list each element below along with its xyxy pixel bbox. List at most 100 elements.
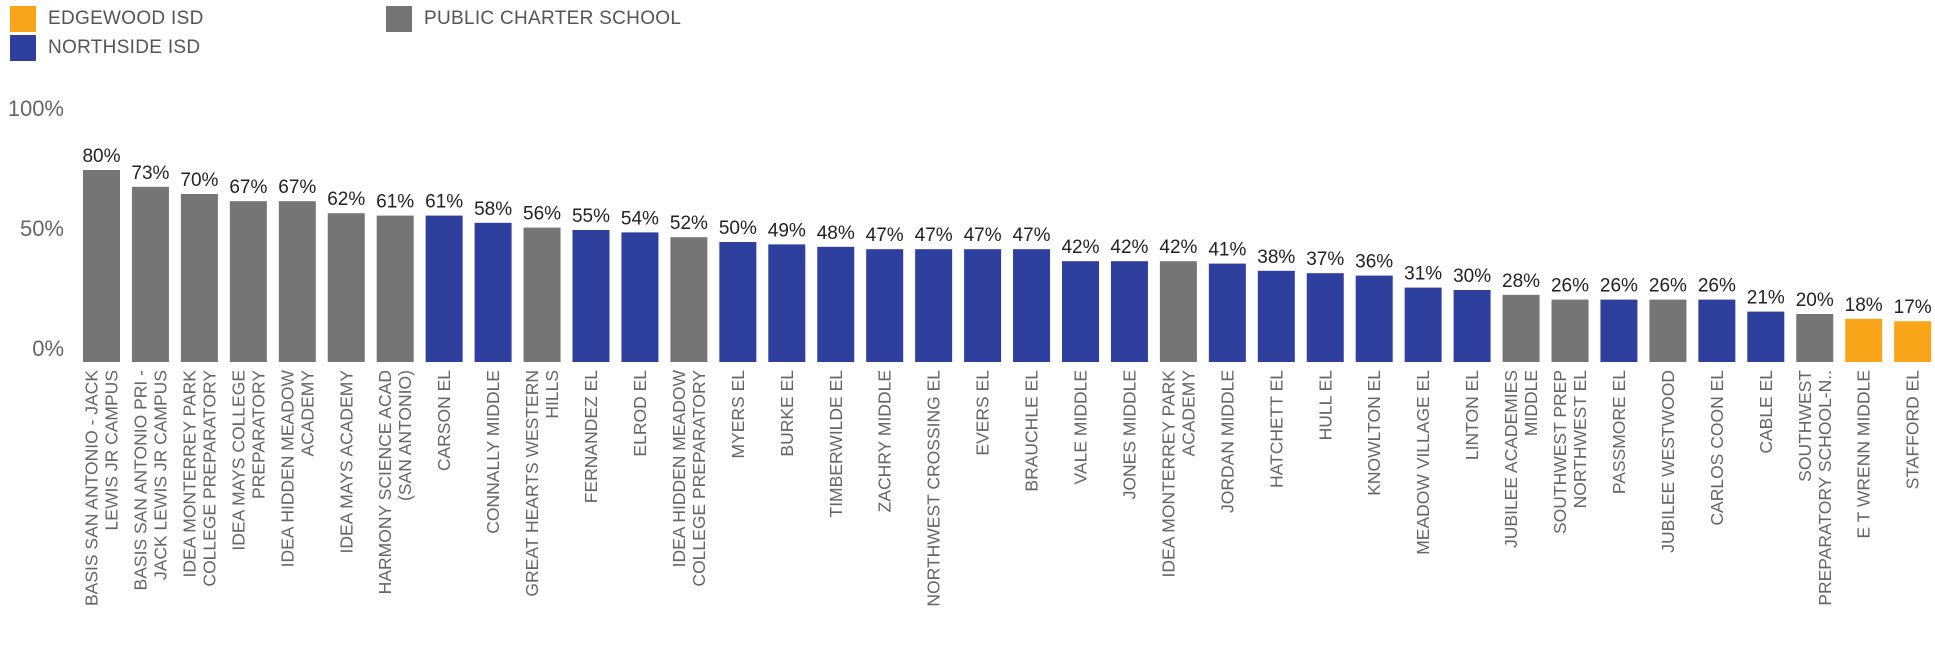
x-tick-label: JUBILEE WESTWOOD	[1658, 370, 1678, 553]
bar	[768, 244, 806, 362]
bar	[425, 215, 463, 362]
x-tick-label-line: CABLE EL	[1756, 370, 1776, 454]
x-tick-label-line: HARMONY SCIENCE ACAD	[375, 370, 395, 594]
value-label: 47%	[1013, 225, 1051, 246]
legend-item-charter: PUBLIC CHARTER SCHOOL	[386, 6, 681, 32]
bar	[1894, 321, 1932, 362]
x-tick-label-line: JUBILEE WESTWOOD	[1658, 370, 1678, 553]
x-tick-label-line: COLLEGE PREPARATORY	[199, 370, 219, 587]
x-tick-label: IDEA MONTERREY PARK ACADEMY	[1158, 370, 1198, 578]
bar	[278, 201, 316, 362]
x-tick-label-line: PREPARATORY	[248, 370, 268, 499]
x-tick-label: HATCHETT EL	[1266, 370, 1286, 488]
bar	[1208, 263, 1246, 362]
x-tick-label-line: MIDDLE	[1521, 370, 1541, 436]
x-tick-label-line: BASIS SAN ANTONIO - JACK	[82, 370, 102, 606]
x-tick-label-line: EVERS EL	[973, 370, 993, 456]
value-label: 42%	[1061, 237, 1099, 258]
value-label: 54%	[621, 208, 659, 229]
x-tick-label: ELROD EL	[630, 370, 650, 457]
x-tick-label: BASIS SAN ANTONIO - JACK LEWIS JR CAMPUS	[82, 370, 122, 606]
legend-item-edgewood: EDGEWOOD ISD	[10, 6, 204, 32]
x-tick-label-line: IDEA MAYS ACADEMY	[336, 370, 356, 554]
x-tick-label-line: ACADEMY	[1178, 370, 1198, 457]
bar	[1502, 294, 1540, 362]
y-tick-label: 100%	[8, 96, 64, 121]
legend-swatch-edgewood	[10, 6, 36, 32]
x-tick-label: HARMONY SCIENCE ACAD (SAN ANTONIO)	[375, 370, 415, 594]
x-tick-label-line: ACADEMY	[297, 370, 317, 457]
x-tick-label-line: FERNANDEZ EL	[581, 370, 601, 503]
bar	[523, 227, 561, 362]
bar	[1698, 299, 1736, 362]
value-label: 26%	[1649, 276, 1687, 297]
x-tick-label-line: BURKE EL	[777, 370, 797, 457]
legend-label-charter: PUBLIC CHARTER SCHOOL	[424, 8, 682, 29]
value-label: 47%	[964, 225, 1002, 246]
x-tick-label: MYERS EL	[728, 370, 748, 459]
legend-label-northside: NORTHSIDE ISD	[48, 37, 201, 58]
x-tick-label-line: LEWIS JR CAMPUS	[102, 370, 122, 530]
x-tick-label: PASSMORE EL	[1609, 370, 1629, 494]
bars	[83, 170, 1932, 362]
value-label: 61%	[376, 192, 414, 213]
x-tick-label-line: GREAT HEARTS WESTERN	[522, 370, 542, 597]
x-tick-label: HULL EL	[1315, 370, 1335, 441]
value-label: 52%	[670, 213, 708, 234]
value-label: 70%	[180, 170, 218, 191]
value-label: 58%	[474, 199, 512, 220]
x-axis-labels: BASIS SAN ANTONIO - JACK LEWIS JR CAMPUS B…	[82, 370, 1923, 607]
bar	[1551, 299, 1589, 362]
x-tick-label-line: PREPARATORY SCHOOL-N..	[1815, 370, 1835, 606]
x-tick-label-line: HULL EL	[1315, 370, 1335, 441]
value-label: 49%	[768, 220, 806, 241]
value-labels: 80% 73% 70% 67% 67% 62% 61% 61% 58% 56% 55% 54% 52% 5…	[82, 146, 1931, 318]
x-tick-label: JUBILEE ACADEMIES MIDDLE	[1501, 370, 1541, 548]
bar	[915, 249, 953, 362]
bar	[1110, 261, 1148, 362]
value-label: 47%	[915, 225, 953, 246]
bar	[719, 242, 757, 362]
bar	[1747, 311, 1785, 362]
x-tick-label-line: CARSON EL	[434, 370, 454, 471]
bar	[376, 215, 414, 362]
value-label: 61%	[425, 192, 463, 213]
value-label: 41%	[1208, 240, 1246, 261]
value-label: 47%	[866, 225, 904, 246]
x-tick-label: SOUTHWEST PREP NORTHWEST EL	[1550, 370, 1590, 534]
x-tick-label-line: SOUTHWEST	[1795, 370, 1815, 482]
x-tick-label-line: (SAN ANTONIO)	[395, 370, 415, 501]
value-label: 48%	[817, 223, 855, 244]
legend-label-edgewood: EDGEWOOD ISD	[48, 8, 204, 29]
value-label: 62%	[327, 189, 365, 210]
x-tick-label-line: IDEA MONTERREY PARK	[179, 370, 199, 578]
x-tick-label: ZACHRY MIDDLE	[875, 370, 895, 512]
x-tick-label-line: SOUTHWEST PREP	[1550, 370, 1570, 534]
y-tick-label: 0%	[32, 336, 64, 361]
value-label: 42%	[1110, 237, 1148, 258]
x-tick-label: TIMBERWILDE EL	[826, 370, 846, 518]
x-tick-label-line: TIMBERWILDE EL	[826, 370, 846, 518]
x-tick-label-line: NORTHWEST EL	[1570, 370, 1590, 509]
bar	[327, 213, 365, 362]
x-tick-label: IDEA MAYS ACADEMY	[336, 370, 356, 554]
value-label: 67%	[229, 177, 267, 198]
x-tick-label: LINTON EL	[1462, 370, 1482, 460]
x-tick-label: KNOWLTON EL	[1364, 370, 1384, 496]
x-tick-label-line: JUBILEE ACADEMIES	[1501, 370, 1521, 548]
bar	[1355, 275, 1393, 362]
value-label: 50%	[719, 218, 757, 239]
bar	[1649, 299, 1687, 362]
x-tick-label-line: IDEA MONTERREY PARK	[1158, 370, 1178, 578]
x-tick-label-line: CONNALLY MIDDLE	[483, 370, 503, 534]
bar	[1159, 261, 1197, 362]
y-axis: 100% 50% 0%	[8, 96, 64, 361]
bar	[670, 237, 708, 362]
x-tick-label-line: LINTON EL	[1462, 370, 1482, 460]
value-label: 36%	[1355, 252, 1393, 273]
bar	[1796, 314, 1834, 362]
x-tick-label-line: BASIS SAN ANTONIO PRI -	[130, 370, 150, 591]
y-tick-label: 50%	[20, 216, 64, 241]
bar	[180, 194, 218, 362]
